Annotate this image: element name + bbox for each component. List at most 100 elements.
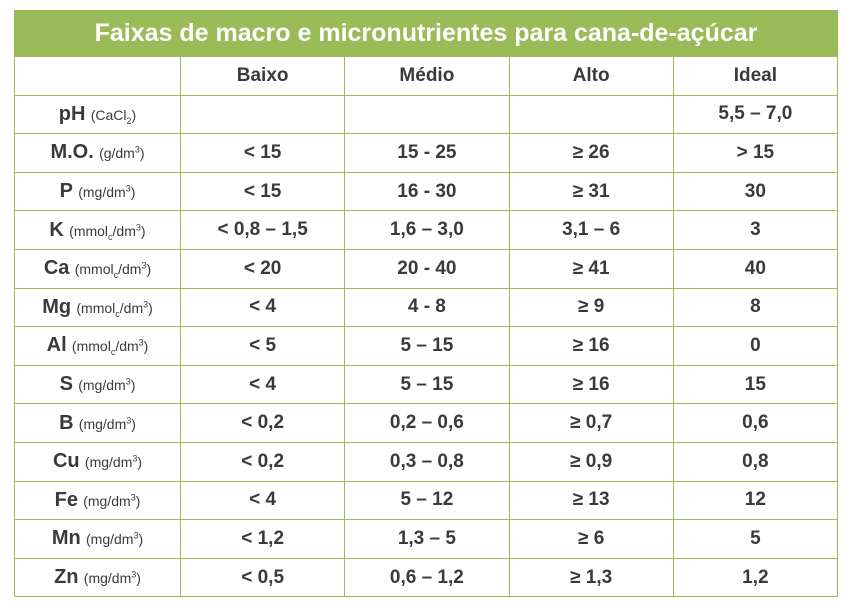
header-cell-alto: Alto (508, 56, 674, 96)
unit-post: ) (143, 338, 149, 355)
value-cell-baixo: < 15 (179, 133, 346, 173)
value-cell-ideal: 15 (672, 364, 839, 405)
unit-sup: 3 (135, 222, 141, 233)
unit-post: ) (138, 531, 144, 548)
value-cell-medio: 1,6 – 3,0 (344, 210, 510, 250)
value-cell-baixo: < 4 (179, 364, 346, 405)
unit-pre: (mg/dm (83, 492, 131, 509)
unit-pre: (mg/dm (78, 377, 126, 394)
value-cell-ideal: 0 (672, 326, 839, 366)
value-cell-medio: 1,3 – 5 (344, 519, 510, 559)
unit-pre: (mg/dm (78, 415, 127, 432)
unit-post: ) (139, 145, 145, 162)
nutrient-unit: (mg/dm3) (83, 492, 141, 509)
table-row: pH (CaCl2) 5,5 – 7,0 (14, 94, 839, 135)
nutrient-unit: (mmolc/dm3) (72, 337, 149, 357)
value-cell-baixo: < 0,2 (179, 403, 346, 443)
unit-post: ) (131, 415, 136, 432)
value-cell-medio: 5 – 15 (344, 326, 510, 366)
unit-post: ) (136, 570, 141, 587)
nutrient-unit: (mg/dm3) (78, 183, 135, 200)
unit-sub: c (108, 231, 113, 242)
nutrient-unit: (g/dm3) (99, 144, 145, 162)
nutrient-label-cell: M.O. (g/dm3) (14, 133, 181, 173)
value-cell-baixo: < 0,2 (179, 441, 346, 482)
nutrient-unit: (mg/dm3) (78, 415, 136, 432)
value-cell-medio: 0,6 – 1,2 (344, 557, 510, 598)
nutrient-label-cell: P (mg/dm3) (14, 171, 181, 212)
unit-pre: (mg/dm (84, 454, 133, 471)
nutrient-unit: (mmolc/dm3) (69, 222, 146, 242)
value-cell-medio: 20 - 40 (344, 248, 510, 289)
unit-sup: 3 (138, 337, 144, 348)
nutrient-unit: (mmolc/dm3) (76, 299, 153, 319)
unit-sub: c (115, 308, 120, 319)
unit-pre: (mmol (76, 299, 116, 316)
unit-sup: 3 (133, 530, 139, 541)
nutrient-name: Zn (54, 566, 79, 589)
header-cell-ideal: Ideal (672, 56, 839, 96)
nutrient-unit: (mg/dm3) (84, 454, 142, 471)
unit-sup: 3 (125, 376, 131, 387)
value-cell-medio: 15 - 25 (344, 133, 510, 173)
value-cell-baixo (179, 94, 346, 135)
value-cell-ideal: > 15 (672, 133, 839, 173)
value-cell-medio: 16 - 30 (344, 171, 510, 212)
value-cell-alto: ≥ 0,7 (508, 403, 674, 443)
table-body: pH (CaCl2) 5,5 – 7,0 M.O. (g/dm3) < 15 15 - … (14, 94, 839, 598)
unit-sup: 3 (125, 183, 131, 194)
value-cell-baixo: < 0,5 (179, 557, 346, 598)
unit-post: ) (135, 492, 141, 509)
value-cell-medio: 5 – 12 (344, 480, 510, 521)
value-cell-baixo: < 0,8 – 1,5 (179, 210, 346, 250)
nutrient-ranges-table: Baixo Médio Alto Ideal pH (CaCl2) 5,5 – 7… (14, 56, 839, 598)
value-cell-baixo: < 4 (179, 287, 346, 328)
value-cell-medio (344, 94, 510, 135)
unit-pre: (mg/dm (83, 570, 132, 587)
value-cell-medio: 5 – 15 (344, 364, 510, 405)
nutrient-name: Mn (51, 527, 81, 550)
value-cell-alto: ≥ 16 (508, 364, 674, 405)
header-cell-baixo: Baixo (179, 56, 346, 96)
value-cell-ideal: 5,5 – 7,0 (672, 94, 839, 135)
value-cell-alto: ≥ 13 (508, 480, 674, 521)
nutrient-label-cell: K (mmolc/dm3) (14, 210, 181, 250)
unit-post: ) (148, 299, 153, 316)
nutrient-name: K (49, 218, 64, 241)
unit-pre: (mmol (74, 261, 114, 278)
nutrient-label-cell: Mn (mg/dm3) (14, 519, 181, 559)
unit-sub: 2 (126, 115, 132, 126)
unit-sup: 3 (134, 144, 140, 155)
nutrient-label-cell: B (mg/dm3) (14, 403, 181, 443)
table-row: K (mmolc/dm3) < 0,8 – 1,5 1,6 – 3,0 3,1 – 6… (14, 210, 839, 250)
header-cell-medio: Médio (344, 56, 510, 96)
value-cell-ideal: 3 (672, 210, 839, 250)
unit-pre: (CaCl (90, 106, 127, 123)
unit-mid: /dm (119, 299, 144, 316)
unit-post: ) (146, 261, 152, 278)
table-row: Cu (mg/dm3) < 0,2 0,3 – 0,8 ≥ 0,9 0,8 (14, 441, 839, 482)
value-cell-baixo: < 15 (179, 171, 346, 212)
unit-sup: 3 (141, 260, 147, 271)
unit-mid: /dm (112, 222, 136, 239)
nutrient-name: Al (46, 334, 67, 357)
nutrient-name: Ca (43, 257, 70, 280)
value-cell-alto: ≥ 6 (508, 519, 674, 559)
nutrient-label-cell: Fe (mg/dm3) (14, 480, 181, 521)
table-row: Ca (mmolc/dm3) < 20 20 - 40 ≥ 41 40 (14, 248, 839, 289)
nutrient-unit: (mg/dm3) (83, 569, 141, 587)
value-cell-baixo: < 4 (179, 480, 346, 521)
nutrient-label-cell: Zn (mg/dm3) (14, 557, 181, 598)
value-cell-alto: ≥ 1,3 (508, 557, 674, 598)
nutrient-name: Fe (54, 488, 78, 511)
table-row: Zn (mg/dm3) < 0,5 0,6 – 1,2 ≥ 1,3 1,2 (14, 557, 839, 598)
nutrient-name: S (59, 373, 73, 396)
unit-sup: 3 (143, 299, 149, 310)
unit-pre: (mmol (69, 222, 109, 239)
nutrient-name: P (59, 180, 73, 203)
unit-post: ) (140, 222, 146, 239)
header-row: Baixo Médio Alto Ideal (14, 56, 839, 96)
nutrient-label-cell: S (mg/dm3) (14, 364, 181, 405)
table-row: M.O. (g/dm3) < 15 15 - 25 ≥ 26 > 15 (14, 133, 839, 173)
